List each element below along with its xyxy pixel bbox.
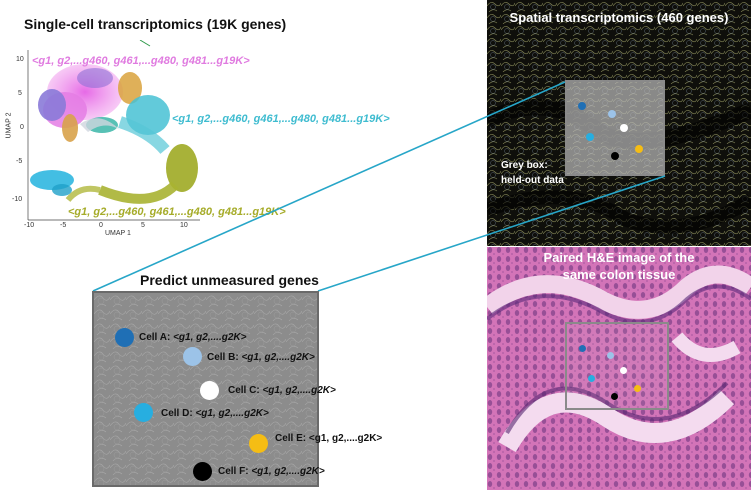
spatial-dot-b xyxy=(608,110,616,118)
cell-c-genes: <g1, g2,....g2K> xyxy=(262,385,336,396)
gene-label-olive: <g1, g2,...g460, g461,...g480, g481...g1… xyxy=(68,206,286,218)
umap-title: Single-cell transcriptomics (19K genes) xyxy=(24,16,287,32)
he-panel: Paired H&E image of the same colon tissu… xyxy=(487,247,751,490)
cluster-blue xyxy=(30,170,74,196)
ytick: 5 xyxy=(18,90,22,97)
spatial-dot-f xyxy=(611,152,619,160)
spatial-title: Spatial transcriptomics (460 genes) xyxy=(509,10,729,25)
spatial-dot-d xyxy=(586,133,594,141)
umap-plot xyxy=(27,40,200,221)
cell-a-dot xyxy=(115,328,134,347)
xtick: -5 xyxy=(60,222,67,229)
cluster-purple xyxy=(38,68,113,121)
he-dot-f xyxy=(611,393,618,400)
cluster-green xyxy=(65,144,198,204)
predict-title: Predict unmeasured genes xyxy=(140,272,319,288)
xtick: 5 xyxy=(141,222,145,229)
cell-b-label: Cell B: <g1, g2,....g2K> xyxy=(207,352,315,363)
xtick: -10 xyxy=(24,222,35,229)
cell-c-label: Cell C: <g1, g2,....g2K> xyxy=(228,385,336,396)
xtick: 10 xyxy=(180,222,188,229)
he-title-line2: same colon tissue xyxy=(562,267,676,282)
he-dot-e xyxy=(634,385,641,392)
cell-b-genes: <g1, g2,....g2K> xyxy=(241,352,315,363)
he-dot-d xyxy=(588,375,595,382)
cell-c-name: Cell C: xyxy=(228,385,260,396)
cell-c-dot xyxy=(200,381,219,400)
greybox-caption-line1: Grey box: xyxy=(501,160,548,171)
cell-d-genes: <g1, g2,....g2K> xyxy=(195,408,269,419)
cell-e-name: Cell E: xyxy=(275,433,307,444)
cell-f-dot xyxy=(193,462,212,481)
cell-b-name: Cell B: xyxy=(207,352,239,363)
spatial-panel: Spatial transcriptomics (460 genes) Grey… xyxy=(487,0,751,246)
spatial-dot-a xyxy=(578,102,586,110)
cell-a-name: Cell A: xyxy=(139,332,171,343)
ytick: 0 xyxy=(20,124,24,131)
cell-d-label: Cell D: <g1, g2,....g2K> xyxy=(161,408,269,419)
cell-e-genes: <g1, g2,....g2K> xyxy=(308,433,383,444)
he-dot-a xyxy=(579,345,586,352)
connector-lower xyxy=(317,175,666,292)
cell-f-label: Cell F: <g1, g2,....g2K> xyxy=(218,466,325,477)
cell-b-dot xyxy=(183,347,202,366)
ytick: 10 xyxy=(16,56,24,63)
held-out-grey-box xyxy=(565,80,665,176)
spatial-dot-c xyxy=(620,124,628,132)
gene-label-cyan: <g1, g2,...g460, g461,...g480, g481...g1… xyxy=(172,113,390,125)
cell-a-genes: <g1, g2,....g2K> xyxy=(173,332,247,343)
cell-f-name: Cell F: xyxy=(218,466,249,477)
greybox-caption-line2: held-out data xyxy=(501,175,564,186)
he-dot-b xyxy=(607,352,614,359)
gene-label-pink: <g1, g2,...g460, g461,...g480, g481...g1… xyxy=(32,55,250,67)
cell-a-label: Cell A: <g1, g2,....g2K> xyxy=(139,332,246,343)
he-title-line1: Paired H&E image of the xyxy=(543,250,695,265)
connector-upper xyxy=(92,81,566,292)
ytick: -10 xyxy=(12,196,23,203)
spatial-dot-e xyxy=(635,145,643,153)
x-axis-label: UMAP 1 xyxy=(105,230,131,237)
cell-d-dot xyxy=(134,403,153,422)
xtick: 0 xyxy=(99,222,103,229)
cluster-orange xyxy=(62,72,142,142)
cell-e-label: Cell E: <g1, g2,....g2K> xyxy=(275,433,382,444)
cell-e-dot xyxy=(249,434,268,453)
ytick: -5 xyxy=(16,158,23,165)
cell-d-name: Cell D: xyxy=(161,408,193,419)
cell-f-genes: <g1, g2,....g2K> xyxy=(251,466,325,477)
he-dot-c xyxy=(620,367,627,374)
he-texture xyxy=(487,247,751,490)
